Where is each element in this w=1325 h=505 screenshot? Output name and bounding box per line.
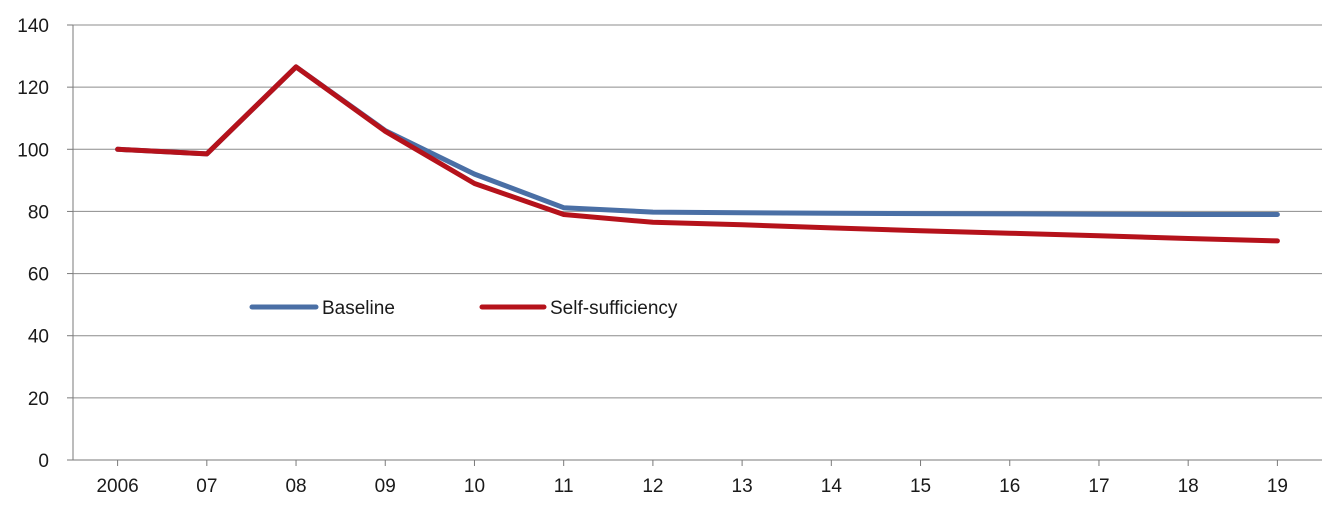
x-tick-label: 10 bbox=[464, 476, 485, 497]
gridlines bbox=[73, 24, 1322, 399]
x-tick-label: 2006 bbox=[96, 476, 138, 497]
legend-label: Self-sufficiency bbox=[550, 298, 678, 319]
x-tick-label: 17 bbox=[1088, 476, 1109, 497]
x-tick-label: 12 bbox=[642, 476, 663, 497]
x-tick-label: 07 bbox=[196, 476, 217, 497]
legend: Baseline Self-sufficiency bbox=[249, 298, 678, 319]
y-tick-label: 100 bbox=[17, 140, 49, 161]
y-tick-label: 120 bbox=[17, 78, 49, 99]
x-tick-label: 08 bbox=[285, 476, 306, 497]
legend-label: Baseline bbox=[322, 298, 395, 319]
x-tick-label: 13 bbox=[732, 476, 753, 497]
y-tick-labels: 0 20 40 60 80 100 120 140 bbox=[17, 16, 49, 472]
series-lines bbox=[115, 64, 1280, 244]
y-tick-label: 60 bbox=[28, 265, 49, 286]
series-line-baseline bbox=[115, 64, 1280, 217]
y-tick-label: 140 bbox=[17, 16, 49, 37]
axes bbox=[67, 24, 1322, 466]
x-tick-label: 15 bbox=[910, 476, 931, 497]
y-tick-label: 20 bbox=[28, 389, 49, 410]
y-tick-label: 80 bbox=[28, 202, 49, 223]
x-tick-label: 18 bbox=[1178, 476, 1199, 497]
x-tick-label: 09 bbox=[375, 476, 396, 497]
x-tick-label: 19 bbox=[1267, 476, 1288, 497]
x-tick-label: 14 bbox=[821, 476, 843, 497]
x-tick-label: 16 bbox=[999, 476, 1020, 497]
x-tick-labels: 2006 07 08 09 10 11 12 13 14 15 16 17 18 19 bbox=[96, 476, 1287, 497]
y-tick-label: 0 bbox=[38, 451, 49, 472]
y-tick-label: 40 bbox=[28, 327, 49, 348]
x-tick-label: 11 bbox=[554, 476, 574, 497]
series-line-self-sufficiency bbox=[115, 64, 1280, 244]
